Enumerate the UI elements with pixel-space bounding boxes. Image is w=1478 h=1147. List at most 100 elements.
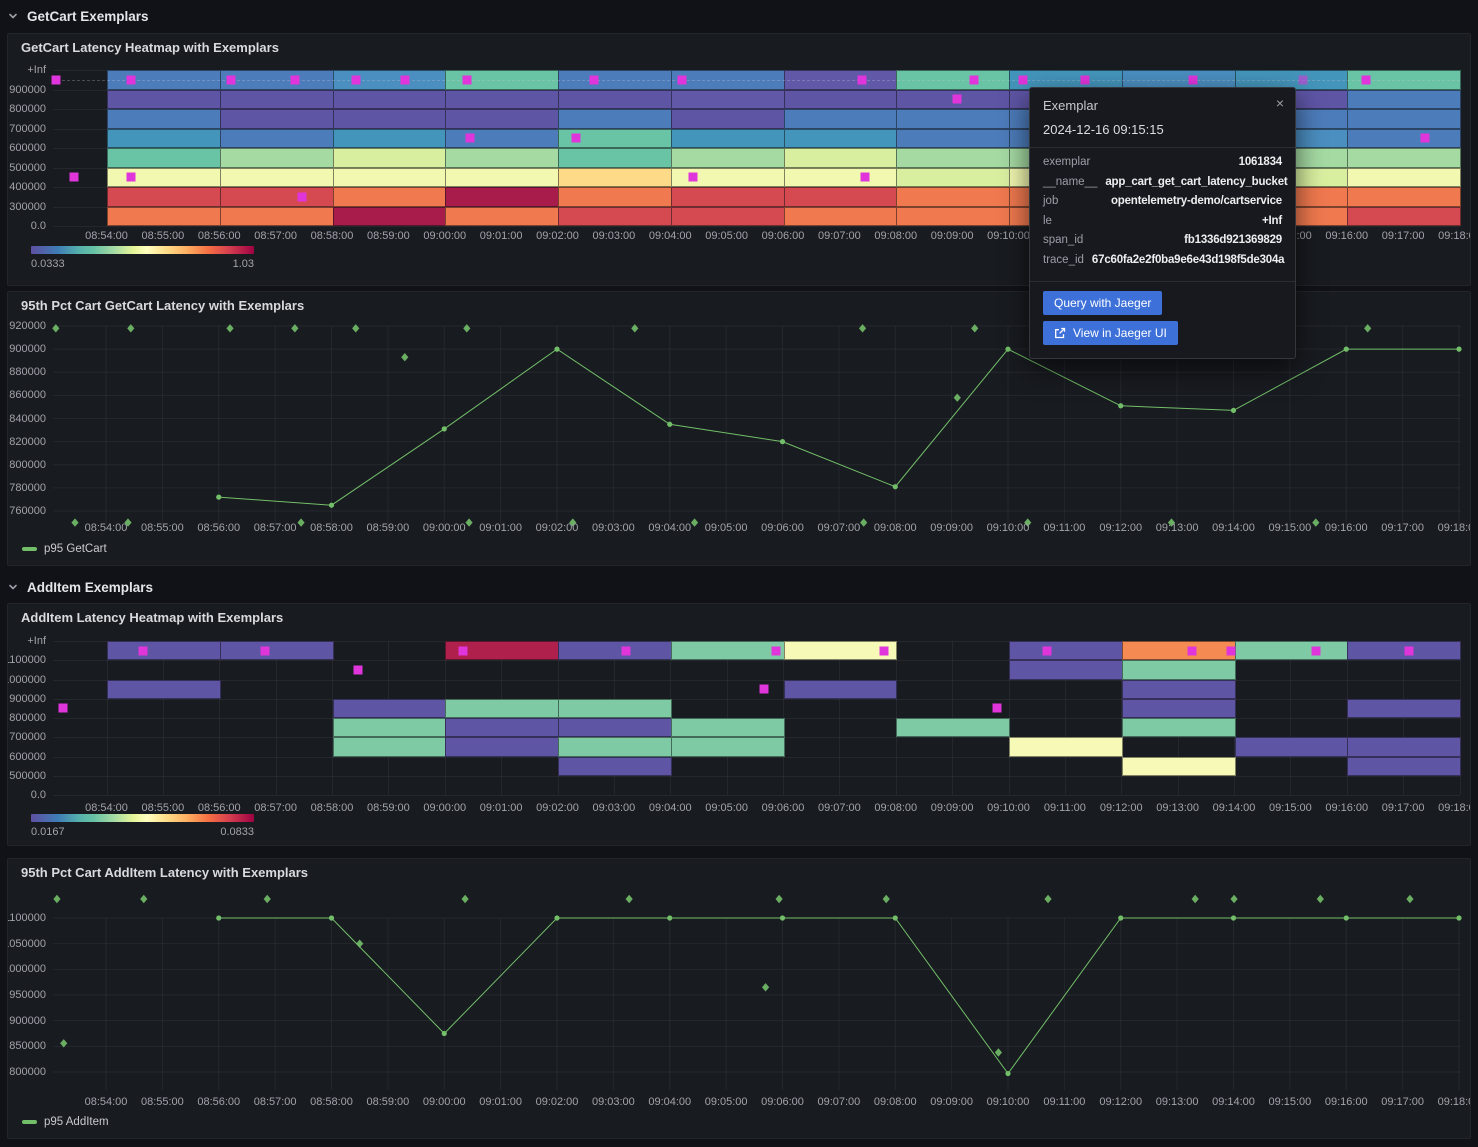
exemplar-marker[interactable] [400,75,410,85]
exemplar-diamond[interactable] [994,1048,1003,1057]
exemplar-diamond[interactable] [1364,324,1372,333]
exemplar-marker[interactable] [1420,133,1430,143]
exemplar-diamond[interactable] [1312,518,1320,527]
exemplar-marker[interactable] [952,94,962,104]
legend-item-p95-additem[interactable]: p95 AddItem [22,1116,109,1128]
legend-item-p95-getcart[interactable]: p95 GetCart [22,543,107,555]
exemplar-diamond[interactable] [971,324,979,333]
exemplar-marker[interactable] [759,684,769,694]
exemplar-diamond[interactable] [775,894,783,904]
exemplar-diamond[interactable] [690,518,699,527]
exemplar-marker[interactable] [688,172,698,182]
data-point[interactable] [1005,346,1011,352]
exemplar-marker[interactable] [1188,75,1198,85]
exemplar-diamond[interactable] [1044,894,1052,904]
data-point[interactable] [779,439,786,445]
exemplar-diamond[interactable] [761,983,770,992]
exemplar-marker[interactable] [226,75,236,85]
data-point[interactable] [216,915,222,921]
exemplar-marker[interactable] [969,75,979,85]
exemplar-diamond[interactable] [263,894,271,904]
exemplar-marker[interactable] [126,172,136,182]
data-point[interactable] [779,915,786,921]
exemplar-marker[interactable] [860,172,870,182]
data-point[interactable] [328,915,335,921]
exemplar-diamond[interactable] [858,324,867,333]
exemplar-marker[interactable] [353,665,363,675]
exemplar-marker[interactable] [351,75,361,85]
close-icon[interactable]: × [1275,95,1284,111]
exemplar-diamond[interactable] [226,324,234,333]
exemplar-marker[interactable] [1226,646,1236,656]
exemplar-marker[interactable] [1187,646,1197,656]
exemplar-marker[interactable] [677,75,687,85]
exemplar-diamond[interactable] [1024,518,1032,527]
exemplar-diamond[interactable] [52,324,60,333]
exemplar-marker[interactable] [571,133,581,143]
data-point[interactable] [1343,346,1349,352]
exemplar-diamond[interactable] [465,518,473,527]
exemplar-diamond[interactable] [631,324,639,333]
exemplar-marker[interactable] [1080,75,1090,85]
exemplar-marker[interactable] [1018,75,1028,85]
exemplar-diamond[interactable] [356,939,364,948]
exemplar-diamond[interactable] [140,894,148,904]
data-point[interactable] [892,915,898,921]
exemplar-diamond[interactable] [569,518,577,527]
exemplar-diamond[interactable] [1316,894,1324,904]
data-point[interactable] [328,502,335,508]
view-in-jaeger-ui-button[interactable]: View in Jaeger UI [1043,321,1178,345]
query-with-jaeger-button[interactable]: Query with Jaeger [1043,291,1163,315]
exemplar-diamond[interactable] [860,518,868,527]
line-chart-canvas[interactable] [8,292,1470,566]
data-point[interactable] [1118,403,1124,409]
data-point[interactable] [1118,915,1124,921]
exemplar-marker[interactable] [1311,646,1321,656]
data-point[interactable] [667,915,673,921]
exemplar-marker[interactable] [771,646,781,656]
exemplar-diamond[interactable] [71,518,79,527]
exemplar-diamond[interactable] [401,353,409,362]
exemplar-diamond[interactable] [124,518,132,527]
data-point[interactable] [1230,407,1237,414]
exemplar-diamond[interactable] [461,894,469,904]
data-point[interactable] [667,421,673,427]
exemplar-marker[interactable] [857,75,867,85]
data-point[interactable] [1456,346,1462,352]
exemplar-marker[interactable] [589,75,599,85]
exemplar-diamond[interactable] [53,894,61,904]
line-chart-canvas[interactable] [8,859,1470,1139]
data-point[interactable] [1005,1070,1011,1077]
exemplar-marker[interactable] [1042,646,1052,656]
row-header-additem-exemplars[interactable]: AddItem Exemplars [8,576,153,598]
exemplar-diamond[interactable] [352,324,360,333]
data-point[interactable] [441,1030,447,1037]
exemplar-marker[interactable] [1404,646,1414,656]
exemplar-diamond[interactable] [1230,894,1238,904]
exemplar-marker[interactable] [126,75,136,85]
row-header-getcart-exemplars[interactable]: GetCart Exemplars [8,5,149,27]
exemplar-diamond[interactable] [1191,894,1199,904]
exemplar-marker[interactable] [290,75,300,85]
data-point[interactable] [892,484,898,490]
exemplar-marker[interactable] [1298,75,1308,85]
exemplar-marker[interactable] [992,703,1002,713]
exemplar-marker[interactable] [879,646,889,656]
exemplar-marker[interactable] [51,75,61,85]
exemplar-marker[interactable] [69,172,79,182]
exemplar-marker[interactable] [260,646,270,656]
data-point[interactable] [1456,915,1462,921]
exemplar-diamond[interactable] [1406,894,1414,904]
exemplar-diamond[interactable] [625,894,633,904]
exemplar-marker[interactable] [1361,75,1371,85]
data-point[interactable] [216,494,222,500]
exemplar-marker[interactable] [458,646,468,656]
exemplar-diamond[interactable] [127,324,135,333]
exemplar-marker[interactable] [297,192,307,202]
exemplar-diamond[interactable] [1167,518,1176,527]
exemplar-diamond[interactable] [953,393,961,402]
exemplar-diamond[interactable] [463,324,471,333]
exemplar-diamond[interactable] [291,324,299,333]
exemplar-marker[interactable] [462,75,472,85]
data-point[interactable] [554,915,560,921]
